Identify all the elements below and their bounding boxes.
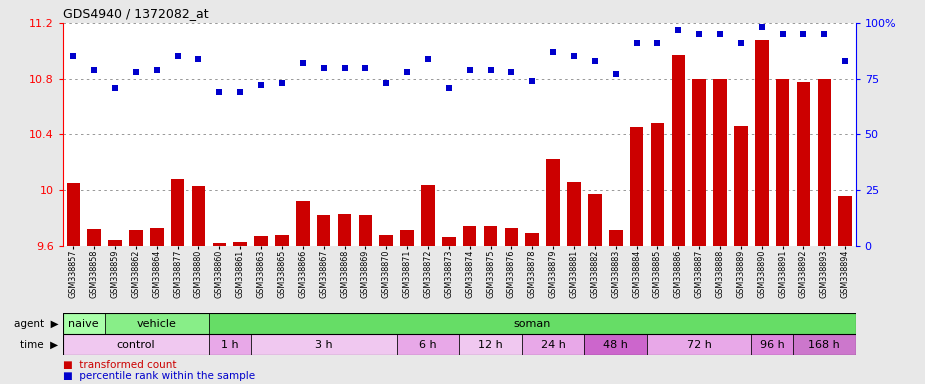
Text: 6 h: 6 h [419, 339, 437, 350]
Bar [379, 235, 393, 246]
Bar [87, 229, 101, 246]
Bar [359, 215, 372, 246]
Bar [693, 79, 706, 246]
Bar [401, 230, 413, 246]
Text: 72 h: 72 h [686, 339, 711, 350]
Bar [462, 226, 476, 246]
Bar [338, 214, 352, 246]
Bar [421, 185, 435, 246]
Text: ■  transformed count: ■ transformed count [63, 360, 177, 370]
Bar [751, 334, 793, 355]
Bar [588, 194, 601, 246]
Bar [585, 334, 647, 355]
Bar [63, 313, 105, 334]
Bar [609, 230, 623, 246]
Bar [776, 79, 789, 246]
Bar [442, 237, 456, 246]
Bar [650, 123, 664, 246]
Bar [130, 230, 142, 246]
Bar [459, 334, 522, 355]
Bar [672, 55, 685, 246]
Bar [630, 127, 644, 246]
Bar [317, 215, 330, 246]
Bar [209, 313, 856, 334]
Bar [150, 228, 164, 246]
Bar [734, 126, 747, 246]
Text: time  ▶: time ▶ [20, 339, 58, 350]
Bar [484, 226, 498, 246]
Text: 96 h: 96 h [759, 339, 784, 350]
Bar [838, 196, 852, 246]
Bar [233, 242, 247, 246]
Bar [796, 81, 810, 246]
Text: agent  ▶: agent ▶ [14, 318, 58, 329]
Bar [755, 40, 769, 246]
Bar [191, 186, 205, 246]
Bar [818, 79, 832, 246]
Bar [647, 334, 751, 355]
Bar [251, 334, 397, 355]
Bar [522, 334, 585, 355]
Text: vehicle: vehicle [137, 318, 177, 329]
Bar [171, 179, 184, 246]
Text: 1 h: 1 h [221, 339, 239, 350]
Bar [296, 201, 310, 246]
Bar [275, 235, 289, 246]
Bar [108, 240, 122, 246]
Bar [567, 182, 581, 246]
Text: 3 h: 3 h [314, 339, 332, 350]
Bar [213, 243, 226, 246]
Bar [105, 313, 209, 334]
Text: soman: soman [513, 318, 551, 329]
Bar [505, 228, 518, 246]
Bar [713, 79, 727, 246]
Text: 168 h: 168 h [808, 339, 840, 350]
Text: control: control [117, 339, 155, 350]
Bar [63, 334, 209, 355]
Text: 48 h: 48 h [603, 339, 628, 350]
Text: 12 h: 12 h [478, 339, 503, 350]
Text: ■  percentile rank within the sample: ■ percentile rank within the sample [63, 371, 255, 381]
Text: 24 h: 24 h [541, 339, 565, 350]
Text: GDS4940 / 1372082_at: GDS4940 / 1372082_at [63, 7, 208, 20]
Bar [793, 334, 856, 355]
Bar [209, 334, 251, 355]
Text: naive: naive [68, 318, 99, 329]
Bar [525, 233, 539, 246]
Bar [547, 159, 560, 246]
Bar [67, 183, 80, 246]
Bar [254, 236, 268, 246]
Bar [397, 334, 459, 355]
